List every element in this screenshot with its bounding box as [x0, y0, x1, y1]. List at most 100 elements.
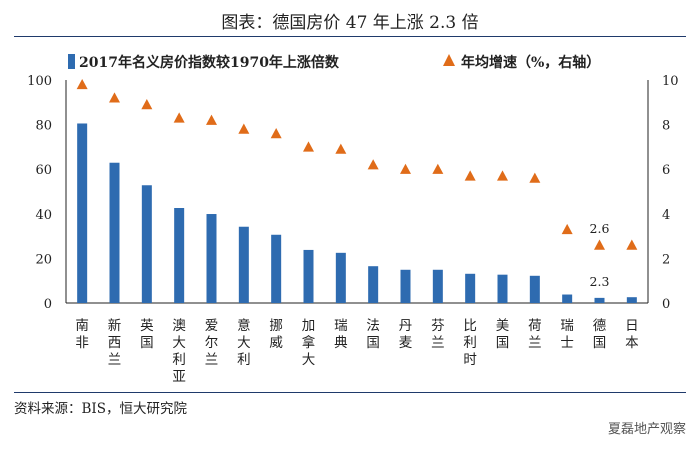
- y-tick-label: 60: [35, 163, 52, 178]
- bar: [368, 266, 379, 303]
- category-label: 新西兰: [108, 318, 122, 368]
- bar: [594, 297, 605, 303]
- triangle-point: [109, 92, 120, 103]
- y2-tick-label: 0: [662, 297, 670, 312]
- bar: [562, 294, 573, 303]
- category-label-char: 兰: [108, 352, 122, 368]
- y-tick-label: 100: [27, 74, 52, 89]
- category-label: 荷兰: [528, 318, 542, 351]
- y-tick-label: 0: [44, 297, 52, 312]
- category-label: 瑞典: [334, 318, 348, 351]
- watermark: 夏磊地产观察: [607, 422, 686, 437]
- data-label: 2.3: [590, 274, 610, 289]
- category-label-char: 利: [463, 335, 477, 351]
- triangle-series: [76, 78, 638, 250]
- category-label-char: 国: [140, 335, 154, 351]
- category-label: 比利时: [463, 318, 477, 368]
- legend-bar-label: 2017年名义房价指数较1970年上涨倍数: [79, 54, 340, 71]
- y2-tick-label: 6: [662, 163, 670, 178]
- bar: [465, 273, 476, 303]
- y-tick-label: 80: [35, 119, 52, 134]
- category-label-char: 利: [237, 352, 251, 368]
- bar: [400, 269, 411, 303]
- category-label: 加拿大: [302, 318, 316, 368]
- bar: [109, 162, 120, 303]
- category-label: 瑞士: [560, 318, 574, 351]
- category-label-char: 麦: [399, 335, 413, 351]
- bar: [303, 249, 314, 303]
- category-label-char: 意: [237, 317, 251, 334]
- bar: [271, 234, 282, 303]
- triangle-point: [432, 163, 444, 174]
- bar: [141, 185, 152, 303]
- category-label-char: 新: [108, 318, 122, 334]
- category-label: 英国: [140, 317, 154, 351]
- category-label: 南非: [75, 318, 89, 351]
- category-label-char: 德: [593, 318, 607, 334]
- category-label-char: 丹: [399, 318, 413, 334]
- category-label: 挪威: [269, 318, 283, 351]
- triangle-point: [238, 123, 250, 134]
- triangle-point: [367, 159, 379, 170]
- triangle-point: [141, 99, 153, 110]
- category-label-char: 加: [302, 318, 316, 334]
- category-label-char: 时: [463, 352, 477, 368]
- bar-series: [77, 123, 637, 303]
- bar: [497, 274, 508, 303]
- category-label-char: 亚: [172, 369, 186, 385]
- category-label-char: 国: [496, 335, 510, 351]
- bar: [335, 252, 346, 303]
- category-label-char: 大: [172, 335, 186, 351]
- category-label-char: 大: [302, 352, 316, 368]
- category-label-char: 西: [108, 335, 122, 351]
- triangle-point: [76, 78, 88, 90]
- category-label-char: 荷: [528, 318, 542, 334]
- y2-tick-label: 8: [662, 119, 670, 134]
- category-label-char: 南: [75, 318, 89, 334]
- category-label: 德国: [593, 318, 607, 351]
- data-label: 2.6: [590, 221, 610, 236]
- source-note: 资料来源：BIS，恒大研究院: [14, 401, 188, 417]
- category-label-char: 尔: [205, 335, 219, 351]
- category-label-char: 国: [593, 335, 607, 351]
- y2-tick-label: 2: [662, 252, 670, 267]
- category-label-char: 威: [269, 335, 283, 351]
- title-rule: [14, 36, 686, 37]
- bar: [238, 226, 249, 303]
- y-tick-label: 20: [35, 252, 52, 267]
- chart-svg: 2017年名义房价指数较1970年上涨倍数 年均增速（%，右轴） 0204060…: [27, 54, 679, 385]
- category-label-char: 芬: [431, 318, 445, 334]
- category-label-char: 比: [463, 318, 477, 334]
- y-tick-label: 40: [35, 208, 52, 223]
- triangle-point: [270, 128, 282, 139]
- bar: [77, 123, 88, 303]
- category-label-char: 法: [366, 318, 380, 334]
- triangle-point: [303, 141, 314, 152]
- category-labels: 南非新西兰英国澳大利亚爱尔兰意大利挪威加拿大瑞典法国丹麦芬兰比利时美国荷兰瑞士德…: [75, 317, 639, 385]
- category-label-char: 美: [496, 318, 510, 334]
- category-label: 法国: [366, 318, 380, 351]
- category-label-char: 挪: [269, 318, 283, 334]
- category-label-char: 本: [625, 335, 639, 351]
- category-label: 丹麦: [399, 318, 413, 351]
- triangle-point: [594, 239, 605, 250]
- triangle-point: [173, 112, 185, 123]
- legend-triangle-swatch: [443, 54, 455, 66]
- y2-tick-label: 10: [662, 74, 679, 89]
- category-label-char: 拿: [302, 334, 316, 351]
- category-label-char: 国: [366, 335, 380, 351]
- bar: [174, 208, 185, 303]
- y2-tick-label: 4: [662, 208, 670, 223]
- category-label-char: 瑞: [334, 318, 348, 334]
- y-axis-right-ticks: 0 2 4 6 8 10: [662, 74, 679, 312]
- category-label-char: 澳: [172, 318, 186, 334]
- category-label-char: 瑞: [560, 318, 574, 334]
- category-label-char: 爱: [205, 318, 219, 334]
- category-label-char: 英: [140, 317, 154, 334]
- triangle-point: [497, 170, 508, 181]
- triangle-point: [335, 143, 347, 154]
- triangle-point: [400, 163, 411, 174]
- category-label: 美国: [496, 318, 510, 351]
- category-label: 意大利: [237, 317, 251, 368]
- category-label: 芬兰: [431, 318, 445, 351]
